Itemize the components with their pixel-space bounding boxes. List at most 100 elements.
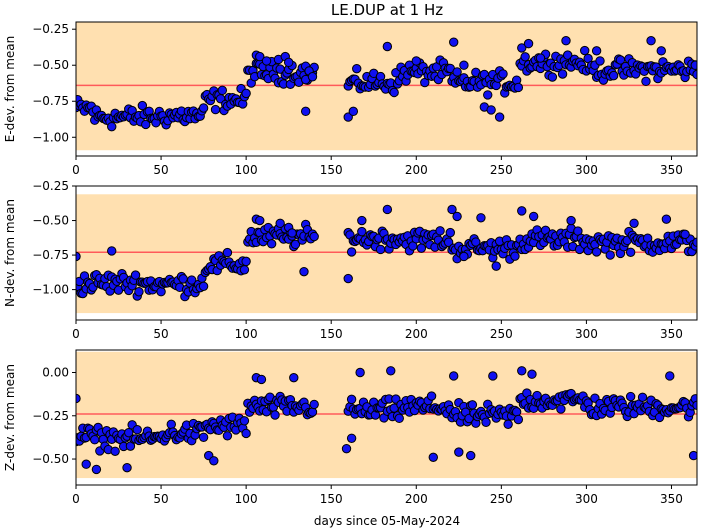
data-point — [557, 69, 568, 79]
x-tick-label: 300 — [575, 163, 598, 177]
y-tick-label: −1.00 — [32, 130, 69, 144]
subplot-1: 0 50 100 150 200 250 300 350 −1.00 −0.75 −0.50 −0.2… — [3, 21, 698, 177]
data-point — [300, 106, 311, 117]
x-tick-label: 50 — [153, 327, 168, 341]
data-point — [239, 265, 250, 275]
data-point — [547, 72, 558, 82]
data-point — [561, 36, 571, 46]
data-point — [483, 90, 493, 100]
data-point — [646, 36, 656, 46]
x-tick-label: 0 — [72, 327, 80, 341]
data-point — [90, 435, 100, 445]
data-point — [255, 215, 265, 226]
x-tick-label: 0 — [72, 163, 80, 177]
data-point — [449, 37, 459, 47]
data-point — [256, 374, 267, 385]
data-point — [661, 214, 672, 224]
data-point — [523, 38, 534, 49]
data-point — [343, 112, 353, 122]
data-point — [445, 227, 456, 238]
data-point — [459, 60, 469, 70]
x-tick-label: 250 — [490, 163, 513, 177]
x-tick-label: 150 — [320, 163, 343, 177]
data-point — [299, 266, 309, 277]
x-tick-label: 100 — [235, 492, 258, 506]
data-point — [352, 63, 362, 74]
x-tick-label: 100 — [235, 163, 258, 177]
data-point — [605, 250, 615, 260]
y-tick-label: −0.50 — [32, 214, 69, 228]
data-point — [309, 231, 319, 242]
data-point — [209, 456, 219, 466]
x-tick-label: 0 — [72, 492, 80, 506]
x-tick-label: 250 — [490, 492, 513, 506]
data-point — [156, 287, 166, 297]
data-point — [186, 275, 197, 285]
data-point — [452, 67, 462, 77]
data-point — [389, 87, 399, 98]
y-tick-label: −0.25 — [32, 179, 69, 193]
y-axis-label: N-dev. from mean — [3, 199, 17, 307]
data-point — [517, 43, 527, 53]
data-point — [528, 211, 539, 222]
data-point — [122, 462, 132, 473]
x-tick-label: 100 — [235, 327, 258, 341]
data-point — [107, 121, 117, 132]
data-point — [382, 41, 393, 52]
data-point — [476, 213, 486, 223]
data-point — [309, 399, 319, 410]
data-point — [261, 56, 272, 66]
x-tick-label: 150 — [320, 492, 343, 506]
x-tick-label: 250 — [490, 327, 513, 341]
x-tick-label: 150 — [320, 327, 343, 341]
data-point — [241, 428, 251, 439]
data-point — [198, 103, 209, 113]
data-point — [454, 447, 464, 457]
data-point — [481, 417, 491, 427]
y-tick-label: −0.75 — [32, 94, 69, 108]
data-point — [210, 104, 221, 115]
data-point — [428, 452, 438, 463]
data-point — [222, 247, 233, 258]
data-point — [591, 46, 602, 56]
data-point — [467, 400, 478, 410]
x-tick-label: 350 — [660, 327, 683, 341]
data-point — [357, 215, 367, 226]
data-point — [520, 52, 530, 62]
x-tick-label: 200 — [405, 327, 428, 341]
data-point — [222, 431, 233, 441]
data-point — [411, 56, 421, 66]
x-tick-label: 350 — [660, 492, 683, 506]
data-point — [498, 69, 508, 79]
data-point — [511, 407, 522, 417]
data-point — [283, 57, 294, 68]
data-point — [357, 226, 367, 237]
data-point — [275, 218, 285, 228]
y-tick-label: −0.75 — [32, 248, 69, 262]
y-tick-label: −0.50 — [32, 452, 69, 466]
data-point — [637, 392, 648, 402]
data-point — [198, 281, 209, 292]
y-tick-label: −1.00 — [32, 283, 69, 297]
data-point — [665, 371, 675, 381]
x-tick-label: 350 — [660, 163, 683, 177]
x-tick-label: 200 — [405, 163, 428, 177]
data-point — [346, 433, 357, 443]
data-point — [452, 211, 462, 222]
data-point — [348, 106, 359, 117]
data-point — [532, 390, 542, 401]
data-point — [255, 51, 265, 62]
data-point — [494, 112, 505, 122]
data-point — [688, 450, 697, 461]
data-point — [443, 237, 454, 247]
data-point — [343, 273, 353, 284]
data-point — [513, 82, 524, 93]
data-point — [290, 239, 301, 250]
data-point — [141, 119, 151, 130]
data-point — [449, 371, 459, 381]
data-point — [641, 76, 651, 87]
data-point — [629, 218, 639, 228]
data-point — [591, 247, 602, 257]
data-point — [510, 251, 520, 261]
